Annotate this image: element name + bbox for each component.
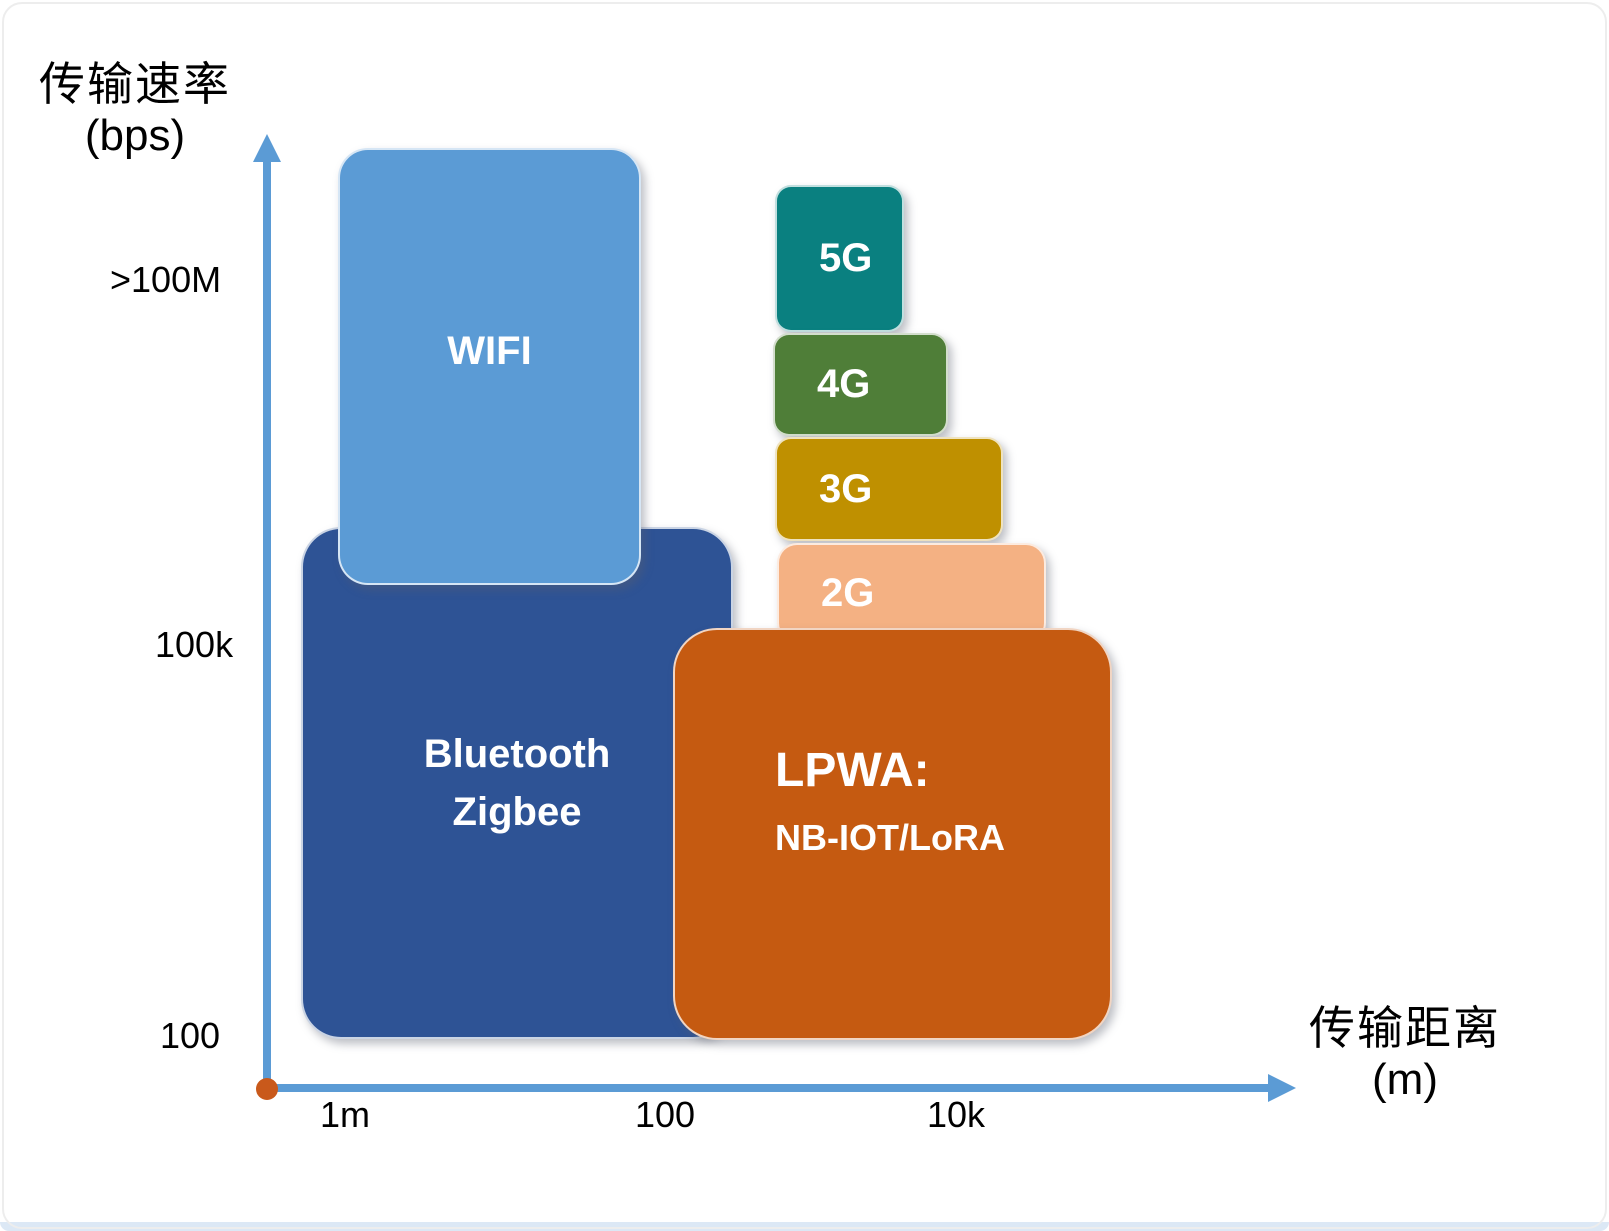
3g-label: 3G <box>819 466 873 511</box>
x-axis-title: 传输距离 (m) <box>1295 1002 1515 1105</box>
region-bluetooth-zigbee: Bluetooth Zigbee <box>301 527 733 1039</box>
x-tick-1m: 1m <box>319 1094 370 1135</box>
y-tick-100k: 100k <box>155 624 234 665</box>
x-axis-arrowhead-icon <box>1268 1074 1296 1102</box>
card-bottom-edge <box>0 1222 1609 1231</box>
wifi-label: WIFI <box>447 329 532 373</box>
y-axis-title-text: 传输速率 <box>39 58 231 110</box>
2g-label: 2G <box>821 570 875 615</box>
bluetooth-label-line2: Zigbee <box>452 790 582 834</box>
region-3g: 3G <box>775 437 1003 541</box>
y-tick-100m: >100M <box>110 259 222 300</box>
region-2g: 2G <box>777 543 1046 643</box>
x-tick-100: 100 <box>634 1094 696 1135</box>
lpwa-label-line2: NB-IOT/LoRA <box>775 816 1005 858</box>
y-axis-title: 传输速率 (bps) <box>15 58 255 161</box>
x-axis-title-text: 传输距离 <box>1309 1002 1501 1054</box>
lpwa-label-line1: LPWA: <box>775 744 930 797</box>
5g-label: 5G <box>819 236 873 280</box>
x-axis-unit: (m) <box>1372 1054 1438 1104</box>
x-axis-line <box>263 1084 1271 1092</box>
region-lpwa: LPWA: NB-IOT/LoRA <box>673 628 1112 1040</box>
4g-label: 4G <box>817 362 871 406</box>
region-wifi: WIFI <box>338 148 641 585</box>
region-4g: 4G <box>773 333 948 436</box>
y-tick-100: 100 <box>160 1015 221 1056</box>
y-axis-line <box>263 158 271 1088</box>
x-tick-10k: 10k <box>926 1094 986 1135</box>
y-axis-unit: (bps) <box>84 110 186 160</box>
bluetooth-label-line1: Bluetooth <box>423 732 611 776</box>
origin-dot <box>256 1078 278 1100</box>
y-axis-arrowhead-icon <box>253 134 281 162</box>
region-5g: 5G <box>775 185 904 332</box>
